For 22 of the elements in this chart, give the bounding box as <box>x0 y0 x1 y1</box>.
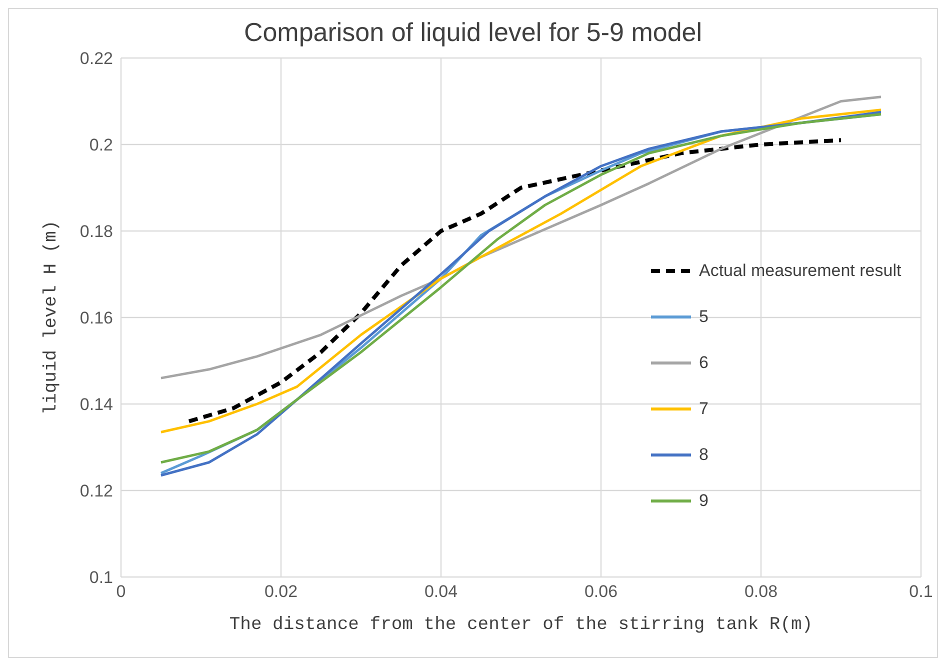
legend-label: 6 <box>699 352 710 374</box>
y-tick-label: 0.14 <box>80 395 113 414</box>
legend-label: 7 <box>699 398 710 420</box>
y-tick-label: 0.18 <box>80 222 113 242</box>
y-tick-label: 0.2 <box>89 136 113 155</box>
y-tick-label: 0.1 <box>89 568 113 588</box>
x-tick-label: 0 <box>116 582 126 602</box>
y-tick-label: 0.22 <box>80 49 113 68</box>
y-axis-title: liquid level H (m) <box>41 220 62 415</box>
legend-label: 5 <box>699 306 710 328</box>
chart-title: Comparison of liquid level for 5-9 model <box>242 17 704 48</box>
x-axis-title: The distance from the center of the stirring tank R(m) <box>229 615 813 635</box>
y-tick-label: 0.16 <box>80 308 113 328</box>
legend-label: Actual measurement result <box>699 260 902 282</box>
x-tick-label: 0.1 <box>909 582 933 602</box>
y-tick-label: 0.12 <box>80 482 113 501</box>
legend-label: 8 <box>699 444 710 466</box>
x-tick-label: 0.08 <box>744 582 778 602</box>
legend-label: 9 <box>699 490 710 512</box>
x-tick-label: 0.02 <box>264 582 298 602</box>
x-tick-label: 0.06 <box>584 582 618 602</box>
x-tick-label: 0.04 <box>424 582 458 602</box>
